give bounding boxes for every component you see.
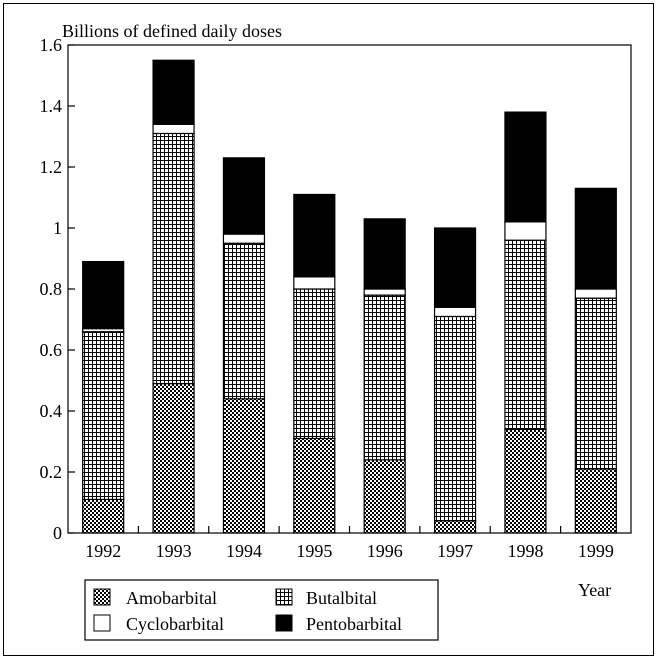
legend-swatch-pentobarbital [275, 614, 293, 632]
y-tick-label: 1 [53, 218, 62, 238]
bar-segment-pentobarbital-1994 [222, 157, 266, 235]
legend-swatch-cyclobarbital [93, 614, 111, 632]
bar-segment-pentobarbital-1996 [363, 218, 406, 290]
bar-segment-cyclobarbital-1996 [363, 288, 406, 296]
y-axis: 0 0.2 0.4 0.6 0.8 1 1.2 1.4 1.6 [40, 35, 75, 543]
bar-segment-pentobarbital-1999 [574, 187, 617, 290]
y-tick-label: 1.4 [40, 96, 63, 116]
legend-swatch-amobarbital [93, 588, 111, 606]
bar-segment-cyclobarbital-1993 [152, 123, 195, 135]
legend-label-pentobarbital: Pentobarbital [306, 614, 402, 634]
bar-segment-cyclobarbital-1999 [574, 288, 617, 299]
bar-segment-butalbital-1994 [222, 242, 266, 400]
y-tick-label: 0.8 [40, 279, 63, 299]
bar-segment-amobarbital-1998 [504, 428, 547, 534]
bar-segment-amobarbital-1995 [293, 437, 336, 534]
y-tick-label: 0.6 [40, 340, 63, 360]
bar-segment-cyclobarbital-1994 [222, 233, 266, 244]
x-tick-label: 1995 [296, 541, 332, 561]
y-axis-label: Billions of defined daily doses [62, 21, 282, 41]
bar-segment-cyclobarbital-1998 [504, 221, 547, 241]
bar-segment-butalbital-1993 [152, 132, 195, 385]
y-tick-label: 0 [53, 523, 62, 543]
bar-segment-amobarbital-1992 [82, 498, 125, 534]
bar-segment-amobarbital-1999 [574, 468, 617, 534]
bar-segment-butalbital-1992 [82, 331, 125, 501]
x-tick-label: 1998 [507, 541, 543, 561]
x-axis-label: Year [578, 580, 611, 600]
y-tick-label: 0.2 [40, 462, 63, 482]
bar-segment-pentobarbital-1995 [293, 193, 336, 278]
x-tick-label: 1993 [156, 541, 192, 561]
bar-segment-pentobarbital-1998 [504, 111, 547, 223]
legend-box [84, 579, 439, 641]
legend-label-cyclobarbital: Cyclobarbital [126, 614, 224, 634]
y-tick-label: 1.2 [40, 157, 63, 177]
bar-segment-cyclobarbital-1995 [293, 276, 336, 290]
legend-label-amobarbital: Amobarbital [126, 588, 217, 608]
x-axis: 1992 1993 1994 1995 1996 1997 1998 1999 [85, 526, 614, 561]
bar-segment-butalbital-1997 [433, 315, 477, 522]
bar-segment-cyclobarbital-1997 [433, 306, 477, 318]
bar-segment-amobarbital-1994 [222, 398, 266, 534]
chart-frame [3, 3, 654, 656]
bar-segment-amobarbital-1997 [433, 520, 477, 534]
bar-segment-butalbital-1998 [504, 239, 547, 430]
bars [82, 59, 617, 534]
y-tick-label: 1.6 [40, 35, 63, 55]
x-tick-label: 1994 [226, 541, 262, 561]
legend-swatch-butalbital [275, 588, 293, 606]
bar-segment-butalbital-1995 [293, 288, 336, 440]
legend-label-butalbital: Butalbital [306, 588, 377, 608]
bar-segment-pentobarbital-1997 [433, 227, 477, 308]
bar-segment-pentobarbital-1993 [152, 59, 195, 125]
x-tick-label: 1997 [437, 541, 473, 561]
bar-segment-pentobarbital-1992 [82, 260, 125, 330]
y-tick-label: 0.4 [40, 401, 63, 421]
x-tick-label: 1996 [367, 541, 403, 561]
plot-area-border [67, 44, 632, 534]
bar-segment-amobarbital-1993 [152, 382, 195, 534]
legend: Amobarbital Butalbital Cyclobarbital Pen… [84, 579, 439, 641]
x-tick-label: 1999 [578, 541, 614, 561]
bar-segment-butalbital-1996 [363, 294, 406, 461]
bar-segment-amobarbital-1996 [363, 459, 406, 534]
bar-segment-butalbital-1999 [574, 297, 617, 470]
x-tick-label: 1992 [85, 541, 121, 561]
